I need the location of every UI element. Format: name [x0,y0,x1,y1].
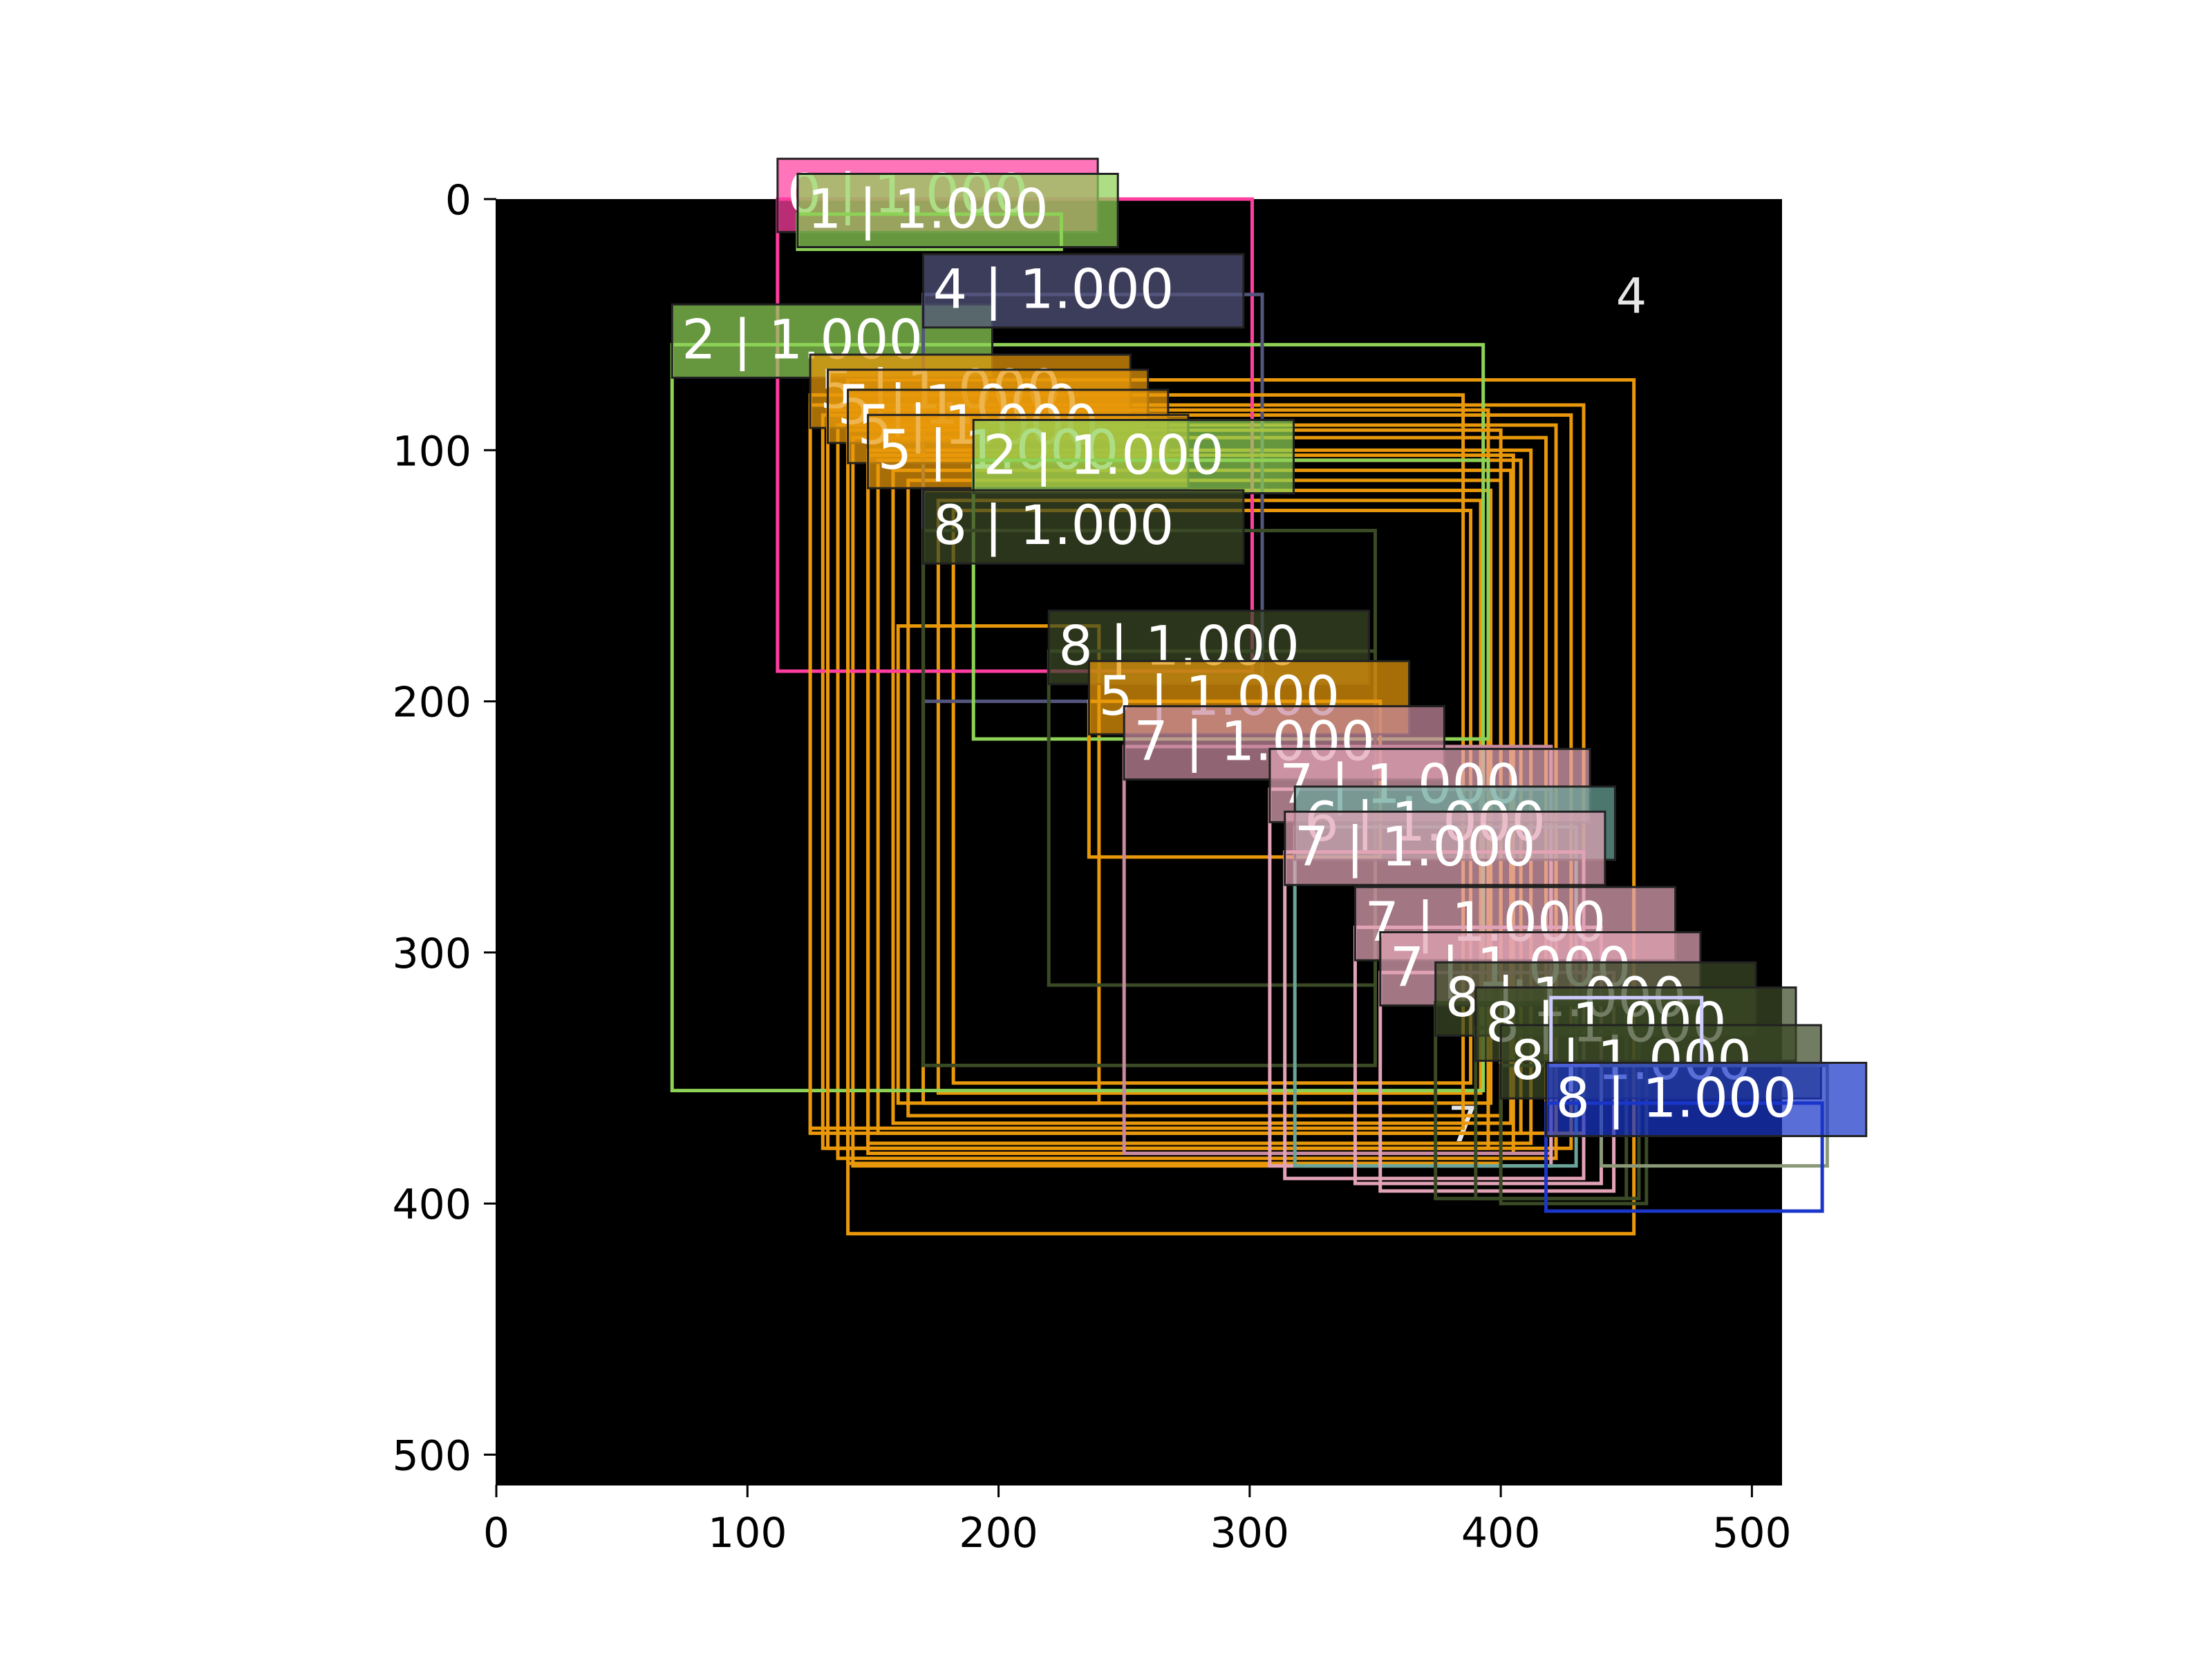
image-digit: 4 [1616,268,1647,324]
x-tick-label: 400 [1461,1509,1541,1557]
x-axis-ticks: 0 100 200 300 400 500 [483,1485,1792,1557]
detection-box: 8 | 1.000 [921,489,1377,1067]
x-tick-label: 300 [1210,1509,1290,1557]
box-label: 1 | 1.000 [807,178,1049,241]
y-tick-label: 100 [392,427,471,476]
x-tick-label: 100 [708,1509,787,1557]
y-tick-label: 0 [445,176,471,225]
detection-box: 2 | 1.000 [971,419,1490,741]
detection-box: 7 | 1.000 [1283,810,1606,1181]
box-label-background [1545,1062,1868,1138]
y-tick-label: 200 [392,679,471,727]
detection-box [896,624,1101,1105]
box-label: 4 | 1.000 [933,259,1174,321]
detection-box: 8 | 1.000 [1544,1062,1868,1213]
box-label-background [796,172,1119,248]
box-outline [896,624,1101,1105]
detection-box: 4 | 1.000 [921,253,1264,704]
box-label-background [1284,810,1606,886]
box-label-background [972,419,1295,495]
box-label-background [922,253,1245,329]
box-label: 7 | 1.000 [1295,816,1536,879]
x-tick-label: 200 [959,1509,1038,1557]
x-tick-label: 0 [483,1509,509,1557]
y-axis-ticks: 0 100 200 300 400 500 [392,176,496,1480]
detection-box: 2 | 1.000 [670,303,1485,1093]
box-label: 8 | 1.000 [933,495,1174,557]
y-tick-label: 400 [392,1181,471,1229]
y-tick-label: 300 [392,930,471,978]
box-outline [670,343,1485,1093]
box-label: 8 | 1.000 [1556,1067,1797,1130]
y-tick-label: 500 [392,1432,471,1480]
box-label: 2 | 1.000 [983,424,1224,487]
x-tick-label: 500 [1712,1509,1792,1557]
detection-box: 1 | 1.000 [796,172,1119,252]
axes: 0 100 200 300 400 500 0 100 200 300 400 500 [392,176,1791,1557]
box-label-background [922,489,1245,565]
